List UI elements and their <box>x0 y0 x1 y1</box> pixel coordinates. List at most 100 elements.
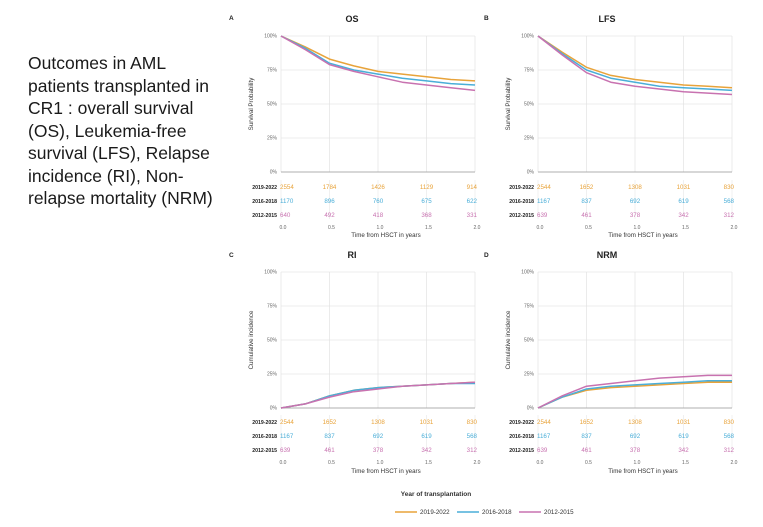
x-tick-label: 1.0 <box>377 225 384 231</box>
risk-value: 619 <box>678 433 689 440</box>
risk-row-label: 2019-2022 <box>509 420 534 426</box>
risk-value: 1308 <box>371 419 385 426</box>
panel-B: B LFS 0% 25% 50% 75% 100% Survival Probability 2… <box>484 14 738 239</box>
risk-value: 1167 <box>537 198 551 205</box>
y-tick-label: 100% <box>521 270 534 276</box>
x-tick-label: 2.0 <box>474 460 481 466</box>
panel-letter: A <box>229 15 234 22</box>
risk-value: 692 <box>373 433 384 440</box>
risk-value: 622 <box>467 198 478 205</box>
risk-value: 639 <box>537 447 548 454</box>
x-tick-label: 1.5 <box>682 460 689 466</box>
risk-value: 461 <box>581 212 592 219</box>
risk-value: 914 <box>467 184 478 191</box>
series-line-2016-2018 <box>280 35 476 86</box>
series-line-2012-2015 <box>537 35 733 96</box>
series-line-2012-2015 <box>280 381 476 409</box>
risk-value: 1652 <box>580 419 594 426</box>
risk-value: 837 <box>324 433 335 440</box>
y-tick-label: 0% <box>270 170 278 176</box>
x-axis-label: Time from HSCT in years <box>351 468 420 475</box>
y-tick-label: 25% <box>267 372 278 378</box>
risk-value: 1031 <box>677 419 691 426</box>
risk-value: 1308 <box>628 184 642 191</box>
x-tick-label: 1.5 <box>425 460 432 466</box>
y-axis-label: Survival Probability <box>505 77 512 131</box>
x-axis-label: Time from HSCT in years <box>351 232 420 239</box>
risk-row-label: 2016-2018 <box>509 434 534 440</box>
risk-row-label: 2019-2022 <box>509 185 534 191</box>
panel-title: NRM <box>597 250 618 260</box>
risk-value: 568 <box>724 433 735 440</box>
x-tick-label: 0.5 <box>328 460 335 466</box>
risk-value: 568 <box>724 198 735 205</box>
risk-value: 312 <box>724 447 735 454</box>
risk-value: 1652 <box>323 419 337 426</box>
risk-value: 639 <box>280 447 291 454</box>
risk-value: 331 <box>467 212 478 219</box>
risk-value: 2544 <box>280 419 294 426</box>
panel-letter: D <box>484 252 489 259</box>
series-line-2019-2022 <box>280 35 476 82</box>
y-tick-label: 25% <box>267 136 278 142</box>
series-line-2012-2015 <box>280 35 476 92</box>
panel-title: OS <box>345 14 358 24</box>
series-line-2019-2022 <box>537 35 733 89</box>
panel-A: A OS 0% 25% 50% 75% 100% Survival Probability 20… <box>229 14 481 239</box>
y-axis-label: Cumulative incidence <box>248 310 255 369</box>
y-tick-label: 75% <box>524 68 535 74</box>
x-tick-label: 1.5 <box>425 225 432 231</box>
risk-value: 1652 <box>580 184 594 191</box>
y-axis-label: Survival Probability <box>248 77 255 131</box>
risk-value: 568 <box>467 433 478 440</box>
y-tick-label: 75% <box>267 68 278 74</box>
risk-value: 760 <box>373 198 384 205</box>
risk-value: 1167 <box>280 433 294 440</box>
legend-label: 2012-2015 <box>544 509 574 516</box>
x-tick-label: 2.0 <box>731 225 738 231</box>
y-tick-label: 75% <box>267 304 278 310</box>
risk-row-label: 2016-2018 <box>252 199 277 205</box>
y-tick-label: 100% <box>521 34 534 40</box>
x-tick-label: 0.5 <box>328 225 335 231</box>
risk-value: 1784 <box>323 184 337 191</box>
y-tick-label: 25% <box>524 136 535 142</box>
risk-value: 342 <box>421 447 432 454</box>
y-tick-label: 0% <box>527 170 535 176</box>
panel-D: D NRM 0% 25% 50% 75% 100% Cumulative incidence 2… <box>484 250 738 475</box>
y-tick-label: 0% <box>527 406 535 412</box>
x-tick-label: 2.0 <box>731 460 738 466</box>
risk-value: 837 <box>581 433 592 440</box>
x-tick-label: 1.0 <box>377 460 384 466</box>
y-tick-label: 50% <box>267 102 278 108</box>
slide-caption: Outcomes in AML patients transplanted in… <box>28 53 213 208</box>
y-tick-label: 25% <box>524 372 535 378</box>
x-axis-label: Time from HSCT in years <box>608 468 677 475</box>
risk-row-label: 2019-2022 <box>252 185 277 191</box>
panel-title: RI <box>348 250 357 260</box>
series-line-2012-2015 <box>537 374 732 409</box>
x-tick-label: 0.5 <box>585 225 592 231</box>
risk-value: 378 <box>630 447 641 454</box>
risk-row-label: 2012-2015 <box>252 448 277 454</box>
series-line-2016-2018 <box>537 35 733 92</box>
risk-value: 830 <box>467 419 478 426</box>
y-tick-label: 100% <box>264 34 277 40</box>
risk-value: 1308 <box>628 419 642 426</box>
risk-value: 461 <box>324 447 335 454</box>
risk-value: 1031 <box>420 419 434 426</box>
risk-value: 1031 <box>677 184 691 191</box>
risk-value: 1426 <box>371 184 385 191</box>
x-tick-label: 2.0 <box>474 225 481 231</box>
panel-title: LFS <box>599 14 616 24</box>
x-tick-label: 1.5 <box>682 225 689 231</box>
series-line-2016-2018 <box>537 380 732 409</box>
y-tick-label: 100% <box>264 270 277 276</box>
y-tick-label: 50% <box>524 338 535 344</box>
legend-label: 2016-2018 <box>482 509 512 516</box>
risk-value: 830 <box>724 184 735 191</box>
risk-value: 1129 <box>420 184 434 191</box>
y-tick-label: 50% <box>267 338 278 344</box>
risk-value: 692 <box>630 433 641 440</box>
